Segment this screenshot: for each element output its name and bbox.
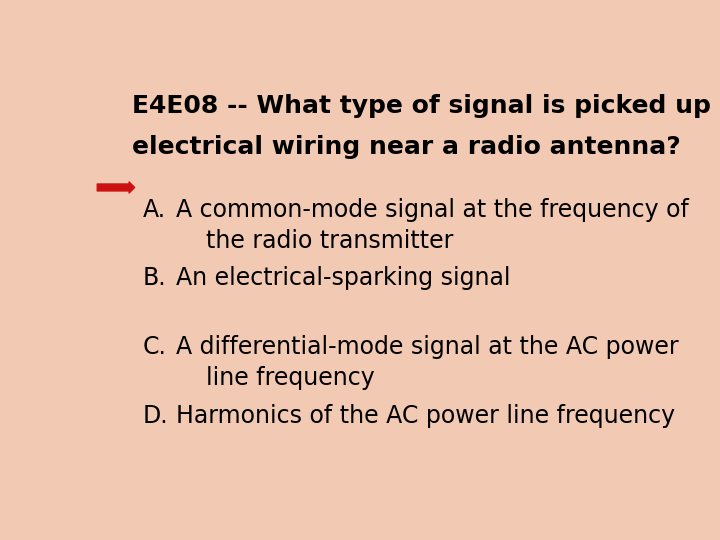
Text: A differential-mode signal at the AC power
    line frequency: A differential-mode signal at the AC pow… <box>176 335 679 390</box>
Text: Harmonics of the AC power line frequency: Harmonics of the AC power line frequency <box>176 404 675 428</box>
Text: electrical wiring near a radio antenna?: electrical wiring near a radio antenna? <box>132 136 680 159</box>
Text: A.: A. <box>143 198 166 222</box>
Text: A common-mode signal at the frequency of
    the radio transmitter: A common-mode signal at the frequency of… <box>176 198 689 253</box>
Text: E4E08 -- What type of signal is picked up by: E4E08 -- What type of signal is picked u… <box>132 94 720 118</box>
Text: An electrical-sparking signal: An electrical-sparking signal <box>176 266 511 291</box>
Text: C.: C. <box>143 335 167 359</box>
Text: D.: D. <box>143 404 168 428</box>
Text: B.: B. <box>143 266 166 291</box>
